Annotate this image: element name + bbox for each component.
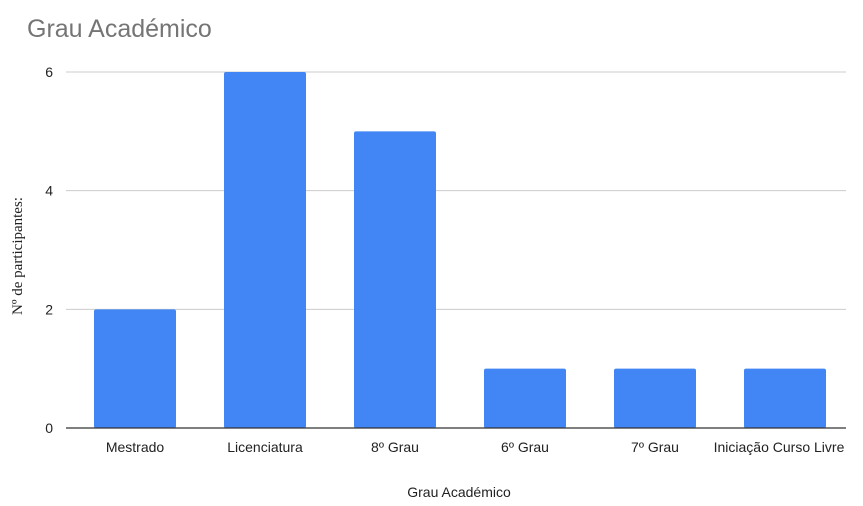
y-tick-label: 6 (45, 64, 53, 80)
x-tick-label: 7º Grau (631, 439, 679, 455)
y-tick-label: 2 (45, 301, 53, 317)
bar-1 (224, 72, 306, 428)
y-axis-ticks: 0 2 4 6 (45, 64, 53, 436)
bars (94, 72, 826, 429)
y-tick-label: 4 (45, 183, 53, 199)
x-tick-label: Mestrado (106, 439, 165, 455)
gridlines (66, 71, 846, 310)
y-axis-title: Nº de participantes: (10, 197, 26, 315)
bar-3 (484, 368, 566, 428)
x-axis-title: Grau Académico (407, 484, 511, 500)
x-axis-ticks: Mestrado Licenciatura 8º Grau 6º Grau 7º Gra… (106, 439, 845, 455)
x-tick-label: 6º Grau (501, 439, 549, 455)
bar-5 (744, 368, 826, 428)
x-tick-label: Iniciação Curso Livre (714, 439, 845, 455)
chart-title: Grau Académico (27, 15, 212, 43)
bar-2 (354, 131, 436, 429)
y-tick-label: 0 (45, 420, 53, 436)
bar-4 (614, 368, 696, 428)
x-tick-label: Licenciatura (227, 439, 303, 455)
bar-0 (94, 309, 176, 428)
x-tick-label: 8º Grau (371, 439, 419, 455)
